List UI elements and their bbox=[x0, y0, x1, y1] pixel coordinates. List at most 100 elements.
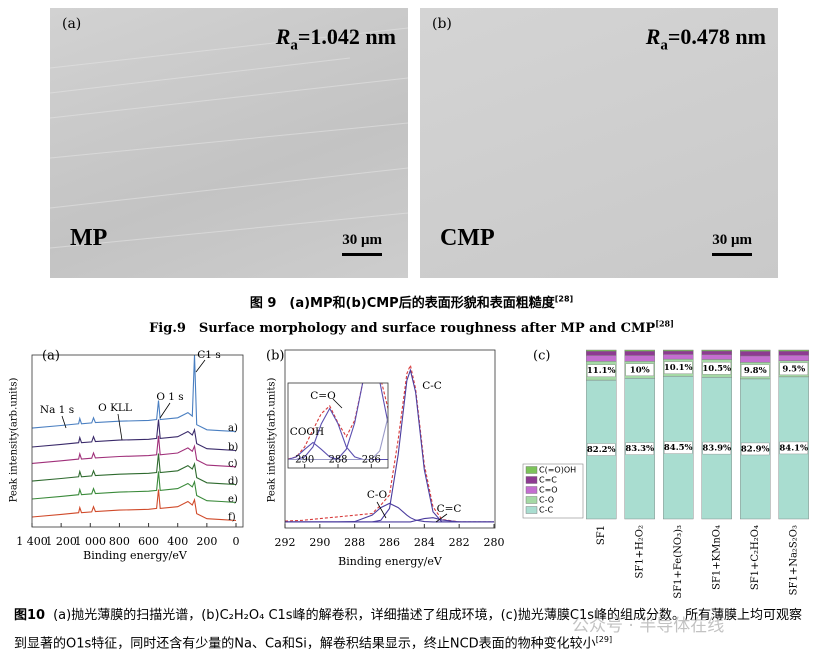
panel-label: (a) bbox=[62, 16, 82, 32]
x-tick-label: 288 bbox=[344, 536, 365, 549]
legend-entry: e) bbox=[228, 494, 238, 505]
bar-segment bbox=[740, 355, 771, 363]
x-tick-label: 800 bbox=[109, 535, 130, 548]
sem-image: (b) Ra=0.478 nm CMP 30 μm bbox=[420, 8, 778, 278]
ref: [28] bbox=[554, 294, 574, 304]
panel-label: (a) bbox=[42, 349, 60, 364]
bar-segment bbox=[701, 350, 732, 355]
x-tick-label: SF1+C₂H₂O₄ bbox=[750, 525, 761, 590]
legend-entry: f) bbox=[228, 512, 236, 523]
bar-segment bbox=[740, 351, 771, 357]
legend-swatch bbox=[525, 466, 538, 474]
bar-segment bbox=[701, 354, 732, 360]
legend-entry: C-C bbox=[539, 506, 553, 515]
label-box bbox=[587, 364, 616, 377]
arrow bbox=[376, 501, 387, 519]
bar-segment bbox=[663, 349, 694, 352]
label-box bbox=[587, 443, 616, 456]
label-box bbox=[779, 441, 808, 455]
ref: [29] bbox=[595, 635, 613, 644]
caption-en: Fig.9 Surface morphology and surface rou… bbox=[0, 317, 823, 336]
y-axis-label: Peak intensity(arb.units) bbox=[267, 378, 278, 503]
panel-label: (b) bbox=[266, 349, 284, 364]
roughness: Ra=1.042 nm bbox=[276, 24, 396, 54]
ra-sub: a bbox=[290, 37, 298, 54]
arrow bbox=[435, 513, 448, 523]
label-box bbox=[741, 364, 770, 377]
caption-label: 图10 bbox=[14, 608, 46, 623]
x-tick-label: 400 bbox=[167, 535, 188, 548]
legend-entry: c) bbox=[228, 458, 238, 469]
annotation: O KLL bbox=[98, 402, 132, 414]
x-tick-label: 0 bbox=[233, 535, 240, 548]
value-label: 10.5% bbox=[702, 364, 731, 374]
series-line bbox=[32, 419, 237, 452]
panel-label: (c) bbox=[533, 349, 550, 364]
x-tick-label: SF1+KMnO₄ bbox=[711, 525, 722, 590]
legend-swatch bbox=[525, 476, 538, 484]
ra-symbol: R bbox=[645, 24, 661, 49]
bar-segment bbox=[740, 349, 771, 352]
x-tick-label: 286 bbox=[362, 455, 381, 466]
legend-frame bbox=[522, 463, 584, 519]
caption-text: (a)抛光薄膜的扫描光谱，(b)C₂H₂O₄ C1s峰的解卷积，详细描述了组成环… bbox=[14, 608, 802, 652]
ref: [28] bbox=[655, 318, 674, 329]
label-box bbox=[702, 362, 731, 375]
value-label: 82.2% bbox=[587, 445, 616, 455]
plot-frame bbox=[31, 354, 244, 528]
texture bbox=[50, 27, 408, 249]
x-tick-label: 284 bbox=[414, 536, 435, 549]
caption-text: 图 9 (a)MP和(b)CMP后的表面形貌和表面粗糙度 bbox=[249, 296, 555, 311]
scale-text: 30 μm bbox=[342, 232, 382, 248]
value-label: 11.1% bbox=[587, 366, 616, 376]
bar-segment bbox=[624, 350, 655, 356]
legend-entry: d) bbox=[228, 476, 238, 487]
caption-zh: 图 9 (a)MP和(b)CMP后的表面形貌和表面粗糙度[28] bbox=[0, 292, 823, 311]
inset-background bbox=[288, 383, 388, 468]
legend-entry: b) bbox=[228, 442, 238, 453]
annotation: O 1 s bbox=[156, 391, 183, 403]
bar-segment bbox=[624, 349, 655, 352]
bar-segment bbox=[778, 349, 809, 352]
process: CMP bbox=[440, 225, 495, 251]
series-line bbox=[32, 435, 237, 468]
value-label: 83.9% bbox=[702, 444, 731, 454]
bar-segment bbox=[701, 349, 732, 352]
legend-swatch bbox=[525, 506, 538, 514]
x-axis-label: Binding energy/eV bbox=[338, 555, 443, 568]
x-tick-label: 1 000 bbox=[75, 535, 107, 548]
series-line bbox=[288, 383, 388, 460]
value-label: 84.1% bbox=[779, 443, 808, 453]
x-tick-label: 280 bbox=[484, 536, 505, 549]
x-tick-label: 290 bbox=[309, 536, 330, 549]
scale-bar: 30 μm bbox=[342, 232, 382, 256]
arrow bbox=[332, 398, 343, 409]
arrow bbox=[195, 359, 206, 373]
bar-segment bbox=[624, 355, 655, 362]
label-box bbox=[625, 442, 654, 455]
legend-swatch bbox=[525, 496, 538, 504]
bar-segment bbox=[663, 350, 694, 355]
y-axis-label: Peak intensity(arb.units) bbox=[9, 378, 20, 503]
x-tick-label: SF1+Fe(NO₃)₃ bbox=[673, 525, 684, 599]
x-tick-label: 282 bbox=[449, 536, 470, 549]
x-tick-label: 292 bbox=[275, 536, 296, 549]
value-label: 82.9% bbox=[741, 444, 770, 454]
annotation: C=C bbox=[437, 503, 462, 515]
series-line bbox=[285, 517, 494, 523]
series-line bbox=[32, 471, 237, 503]
annotation: C-O bbox=[367, 489, 388, 501]
bar-segment bbox=[586, 349, 617, 352]
series-line bbox=[32, 489, 237, 522]
label-box bbox=[664, 361, 693, 374]
x-tick-label: 1 200 bbox=[45, 535, 77, 548]
legend-swatch bbox=[525, 486, 538, 494]
legend-entry: C-O bbox=[539, 496, 554, 505]
value-label: 9.5% bbox=[782, 364, 805, 374]
legend-entry: a) bbox=[228, 423, 238, 434]
value-label: 10% bbox=[630, 365, 650, 375]
caption-fig10: 图10 (a)抛光薄膜的扫描光谱，(b)C₂H₂O₄ C1s峰的解卷积，详细描述了… bbox=[14, 604, 814, 655]
scale-line bbox=[712, 253, 752, 256]
